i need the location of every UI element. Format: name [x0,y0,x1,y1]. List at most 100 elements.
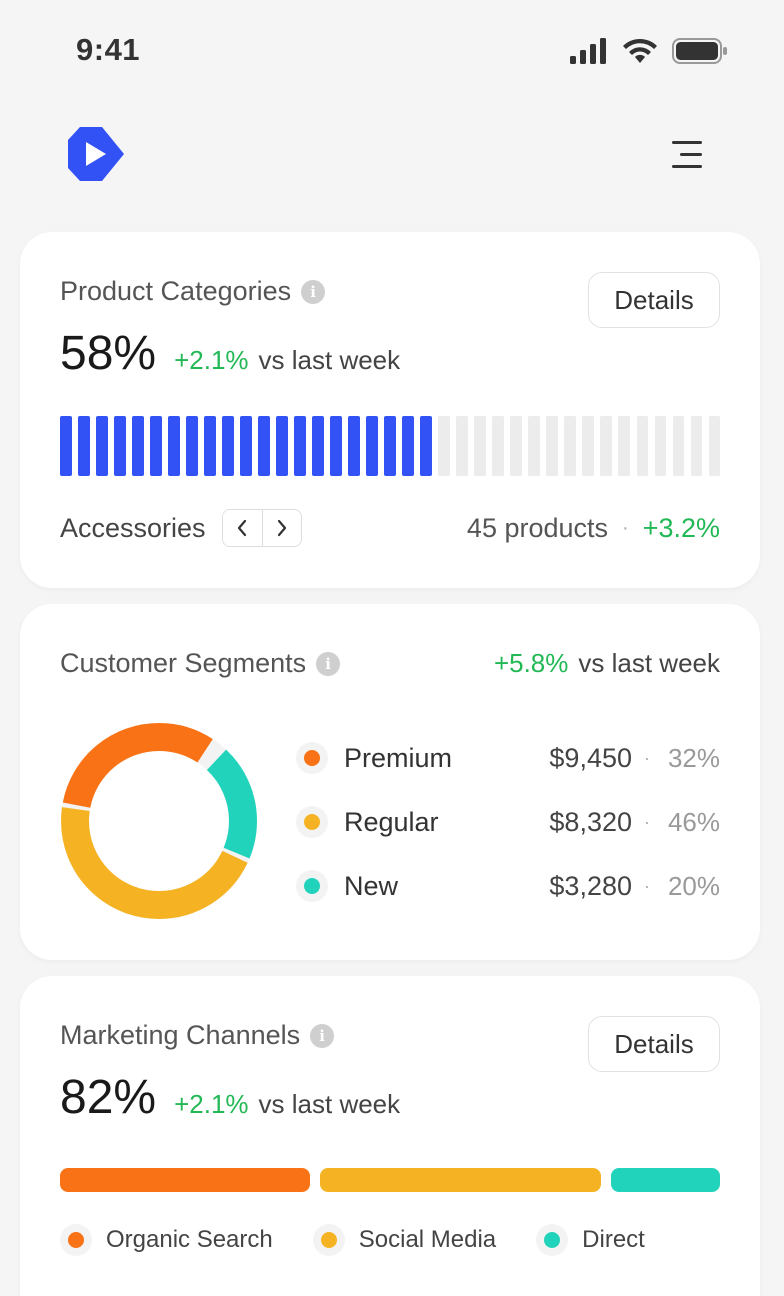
progress-segment [348,416,360,476]
metric-row: 82% +2.1% vs last week [60,1070,400,1125]
progress-segment [672,416,685,476]
legend-dot [60,1224,92,1256]
progress-segment [186,416,198,476]
signal-icon [570,38,606,64]
progress-segment [492,416,504,476]
legend-dot [536,1224,569,1256]
legend-percent: 46% [667,806,720,837]
progress-segment [582,416,595,476]
progress-segment [222,416,234,476]
details-button[interactable]: Details [588,272,720,328]
segments-delta: +5.8% [493,648,569,678]
chevron-right-icon[interactable] [261,510,301,546]
legend-name: New [344,870,399,901]
category-label: Accessories [60,512,206,543]
channel-segment[interactable] [319,1168,602,1192]
product-count: 45 products [466,512,609,543]
segments-legend: Premium $9,450 · 32% Regular $8,320 · 46% New $3,… [296,726,720,918]
donut-slice-new[interactable] [61,723,257,919]
separator-dot: · [644,747,650,768]
category-stats: 45 products · +3.2% [467,513,720,544]
top-bar [0,110,784,200]
progress-segment [564,416,577,476]
category-pager [221,509,302,547]
progress-segment [654,416,667,476]
separator-dot: · [644,875,650,896]
progress-segment [168,416,180,476]
progress-segment [276,416,288,476]
progress-segment [456,416,468,476]
legend-percent: 20% [667,870,720,901]
progress-segment [546,416,559,476]
category-progress-bar [60,416,721,476]
channel-segment[interactable] [60,1168,310,1192]
progress-segment [636,416,649,476]
legend-amount: $8,320 [549,806,632,837]
metric-delta-label: vs last week [258,1089,401,1119]
info-icon[interactable]: i [301,279,326,304]
channel-label: Organic Search [106,1226,273,1253]
legend-item[interactable]: Regular $8,320 · 46% [296,790,720,854]
card-title: Marketing Channels [60,1020,301,1050]
details-button[interactable]: Details [588,1016,720,1072]
metric-value: 58% [60,327,157,380]
legend-dot [296,870,328,902]
progress-segment [510,416,523,476]
status-bar: 9:41 [0,0,784,100]
legend-percent: 32% [667,742,720,773]
metric-row: 58% +2.1% vs last week [60,326,400,381]
marketing-channels-card: Marketing Channels i Details 82% +2.1% v… [20,976,760,1296]
card-title-row: Marketing Channels i [60,1020,335,1051]
menu-icon[interactable] [670,136,710,172]
progress-segment [618,416,631,476]
progress-segment [708,416,721,476]
legend-item[interactable]: New $3,280 · 20% [296,854,720,918]
channel-legend-item[interactable]: Organic Search [60,1224,273,1256]
product-categories-card: Product Categories i Details 58% +2.1% v… [20,232,760,588]
progress-segment [474,416,486,476]
metric-delta: +2.1% [174,345,249,375]
progress-segment [132,416,144,476]
progress-segment [294,416,306,476]
segments-delta-row: +5.8% vs last week [494,648,720,679]
legend-dot [296,806,328,838]
metric-delta-label: vs last week [258,345,401,375]
legend-dot [296,742,328,774]
legend-amount: $9,450 [549,742,632,773]
progress-segment [330,416,342,476]
progress-segment [420,416,432,476]
progress-segment [78,416,90,476]
channel-label: Direct [582,1226,645,1253]
brand-logo[interactable] [66,124,126,184]
channel-label: Social Media [358,1226,497,1253]
progress-segment [438,416,450,476]
legend-item[interactable]: Premium $9,450 · 32% [296,726,720,790]
legend-name: Premium [344,742,453,773]
channel-legend-item[interactable]: Social Media [312,1224,497,1256]
progress-segment [96,416,108,476]
card-title-row: Product Categories i [60,276,326,307]
channel-legend-item[interactable]: Direct [536,1224,645,1256]
progress-segment [60,416,72,476]
channel-segment[interactable] [611,1168,720,1192]
progress-segment [402,416,414,476]
card-title: Product Categories [60,276,292,306]
donut-slice-premium[interactable] [61,723,257,919]
legend-amount: $3,280 [549,870,632,901]
donut-slice-regular[interactable] [61,723,257,919]
info-icon[interactable]: i [310,1023,335,1048]
chevron-left-icon[interactable] [222,510,262,546]
legend-name: Regular [344,806,439,837]
progress-segment [384,416,396,476]
separator-dot: · [622,516,629,539]
category-footer: Accessories 45 products · +3.2% [60,508,720,548]
status-time: 9:41 [76,32,141,67]
metric-delta: +2.1% [174,1089,249,1119]
progress-segment [690,416,703,476]
progress-segment [366,416,378,476]
info-icon[interactable]: i [316,651,341,676]
customer-segments-card: Customer Segments i +5.8% vs last week P… [20,604,760,960]
separator-dot: · [644,811,650,832]
channel-legend: Organic Search Social Media Direct [60,1224,645,1256]
progress-segment [258,416,270,476]
